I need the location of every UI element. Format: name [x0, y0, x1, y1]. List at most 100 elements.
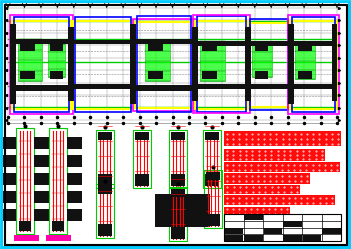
Bar [34, 209, 49, 221]
Bar [10, 85, 72, 91]
Bar [98, 224, 112, 236]
Bar [34, 137, 49, 149]
Bar [224, 207, 290, 216]
Bar [250, 19, 288, 110]
Bar [67, 155, 82, 167]
Bar [48, 44, 65, 77]
Bar [135, 174, 149, 186]
Bar [224, 185, 300, 194]
Bar [12, 21, 71, 109]
Bar [34, 173, 49, 185]
Bar [255, 71, 268, 79]
Bar [224, 162, 340, 172]
Bar [34, 209, 49, 221]
Bar [14, 17, 69, 112]
Bar [290, 84, 336, 89]
Bar [148, 71, 163, 79]
Bar [203, 130, 221, 188]
Bar [133, 85, 193, 91]
Bar [202, 71, 217, 79]
Bar [67, 173, 82, 185]
Bar [96, 184, 114, 238]
Bar [135, 22, 193, 108]
Bar [248, 41, 290, 46]
Bar [50, 71, 63, 79]
Bar [295, 42, 315, 79]
Bar [67, 137, 82, 149]
Bar [34, 155, 49, 167]
Bar [303, 235, 321, 241]
Bar [205, 132, 219, 140]
Bar [34, 173, 49, 185]
Bar [19, 221, 31, 231]
Bar [75, 17, 131, 112]
Bar [148, 43, 163, 51]
Bar [155, 194, 210, 227]
Bar [230, 218, 340, 227]
Bar [245, 27, 251, 101]
Bar [192, 27, 198, 101]
Bar [225, 228, 243, 234]
Bar [137, 16, 191, 112]
Bar [67, 209, 82, 221]
Bar [34, 137, 49, 149]
Bar [252, 44, 272, 77]
Bar [1, 191, 16, 203]
Bar [98, 186, 112, 194]
Bar [298, 71, 312, 79]
Bar [288, 15, 339, 114]
Bar [34, 191, 49, 203]
Bar [18, 39, 42, 81]
Bar [322, 228, 340, 234]
Bar [46, 235, 71, 241]
Bar [298, 43, 312, 51]
Bar [288, 24, 294, 104]
Bar [1, 209, 16, 221]
Bar [10, 24, 16, 104]
Bar [1, 155, 16, 167]
Bar [130, 24, 136, 104]
Bar [133, 130, 151, 188]
Bar [195, 41, 248, 46]
Bar [224, 131, 341, 146]
Bar [133, 39, 193, 44]
Bar [224, 195, 335, 205]
Bar [98, 174, 112, 186]
Bar [224, 214, 341, 241]
Bar [244, 214, 263, 220]
Bar [206, 214, 220, 226]
Bar [50, 43, 63, 51]
Bar [225, 235, 243, 241]
Bar [248, 84, 290, 89]
Bar [290, 21, 337, 109]
Bar [204, 170, 222, 228]
Bar [145, 41, 170, 81]
Bar [202, 43, 217, 51]
Bar [67, 191, 82, 203]
Bar [332, 24, 337, 101]
Bar [264, 228, 282, 234]
Bar [171, 132, 185, 140]
Bar [224, 229, 310, 237]
Bar [14, 235, 39, 241]
Bar [206, 172, 220, 180]
Bar [74, 40, 132, 44]
Bar [74, 84, 132, 89]
Bar [195, 21, 248, 109]
Bar [292, 17, 335, 112]
Bar [200, 41, 225, 81]
Bar [1, 137, 16, 149]
Bar [20, 71, 35, 79]
Bar [68, 27, 74, 101]
Bar [205, 174, 219, 186]
Bar [224, 149, 325, 161]
Bar [244, 235, 263, 241]
Bar [1, 173, 16, 185]
Bar [8, 8, 337, 120]
Bar [49, 128, 67, 234]
Bar [20, 43, 35, 51]
Bar [283, 221, 302, 227]
Bar [73, 21, 133, 109]
Bar [169, 130, 187, 188]
Bar [248, 23, 290, 107]
